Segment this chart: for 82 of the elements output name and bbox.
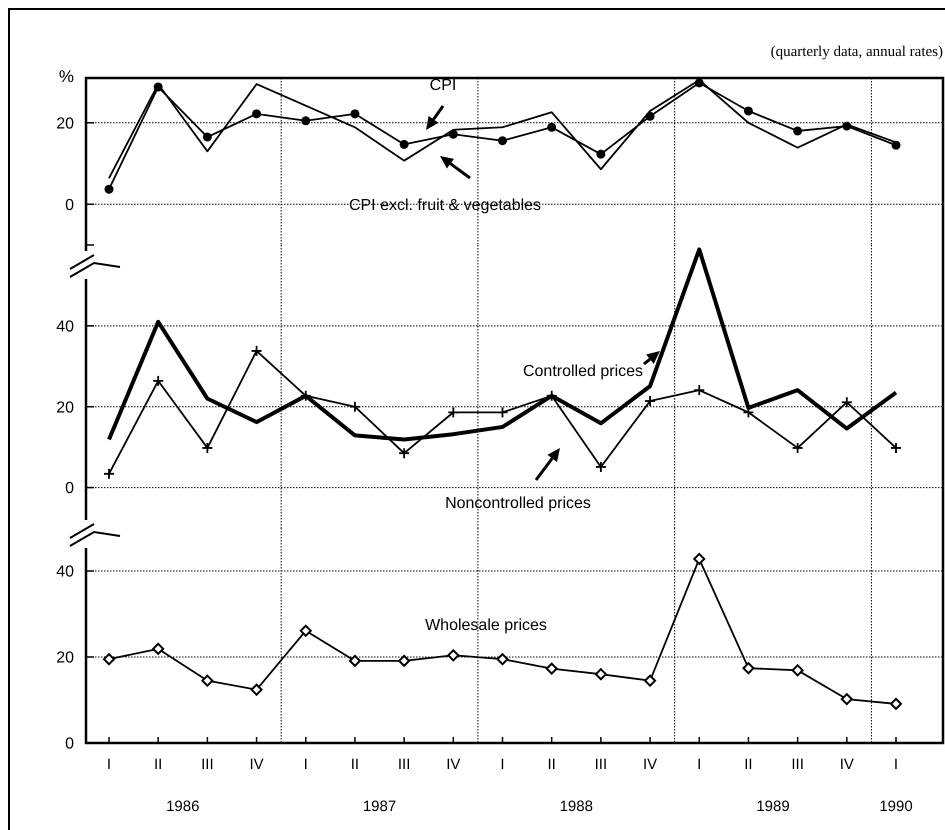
point <box>496 653 508 666</box>
point <box>400 140 409 149</box>
x-tick-label: II <box>350 756 360 773</box>
x-tick-label: II <box>154 756 162 773</box>
legend-label: Noncontrolled prices <box>445 495 591 512</box>
point <box>349 400 361 413</box>
point <box>250 345 262 357</box>
text: 1990 <box>879 798 913 815</box>
x-tick-label: I <box>500 756 505 773</box>
point <box>693 384 706 396</box>
x-tick-label: I <box>304 756 308 773</box>
point <box>792 442 804 454</box>
y-tick-label: 0 <box>65 736 74 753</box>
point <box>498 136 507 146</box>
series-label: Wholesale prices <box>425 617 547 634</box>
legend-label: CPI excl. fruit & vegetables <box>348 197 542 214</box>
y-tick-label: 0 <box>65 480 74 498</box>
point <box>792 664 804 676</box>
x-tick-label: II <box>548 756 556 773</box>
point <box>892 140 900 150</box>
x-tick-label: IV <box>642 756 658 773</box>
point <box>398 654 410 667</box>
x-tick-label: IV <box>840 756 854 773</box>
point <box>300 390 312 402</box>
point <box>596 150 606 159</box>
point <box>744 106 753 116</box>
x-tick-label: I <box>106 756 112 773</box>
x-tick-label: III <box>791 756 804 773</box>
point <box>546 390 558 402</box>
y-axis-title: % <box>58 66 74 86</box>
point <box>840 693 853 706</box>
point <box>152 374 164 387</box>
point <box>300 624 312 637</box>
x-tick-label: I <box>697 756 702 773</box>
point <box>103 468 115 480</box>
point <box>447 406 460 418</box>
text: 1988 <box>560 798 593 815</box>
point <box>594 461 607 473</box>
point <box>301 116 310 126</box>
chart-subtitle: (quarterly data, annual rates) <box>770 44 943 60</box>
x-tick-label: IV <box>249 756 264 773</box>
x-tick-label: II <box>744 756 753 773</box>
point <box>202 132 212 142</box>
point <box>644 674 656 687</box>
point <box>350 109 360 118</box>
point <box>742 662 754 674</box>
point <box>793 126 802 136</box>
point <box>252 109 262 118</box>
x-tick-label: IV <box>446 756 460 773</box>
point <box>890 442 902 454</box>
text: 1989 <box>756 798 790 815</box>
point <box>496 406 508 418</box>
point <box>840 396 853 408</box>
point <box>644 395 656 407</box>
point <box>201 674 214 687</box>
point <box>693 552 706 565</box>
point <box>348 654 361 667</box>
x-tick-label: I <box>894 756 898 773</box>
point <box>447 649 460 662</box>
x-tick-label: III <box>398 756 410 773</box>
x-tick-label: III <box>201 756 214 773</box>
point <box>547 122 556 132</box>
point <box>250 684 263 696</box>
point <box>201 442 214 454</box>
y-tick-label: 0 <box>65 196 74 214</box>
point <box>152 642 164 655</box>
point <box>104 184 114 194</box>
text: CPI <box>430 77 456 94</box>
y-tick-label: 40 <box>56 564 74 581</box>
text: 1986 <box>166 798 200 815</box>
legend-label: Controlled prices <box>522 363 644 380</box>
point <box>546 662 558 675</box>
text: 1987 <box>362 798 396 815</box>
y-tick-label: 40 <box>56 318 74 336</box>
point <box>594 668 607 680</box>
y-tick-label: 20 <box>56 650 74 667</box>
point <box>103 653 115 666</box>
y-tick-label: 20 <box>56 115 74 132</box>
point <box>890 698 902 710</box>
x-tick-label: III <box>594 756 608 773</box>
y-tick-label: 20 <box>56 399 74 416</box>
point <box>398 447 410 460</box>
